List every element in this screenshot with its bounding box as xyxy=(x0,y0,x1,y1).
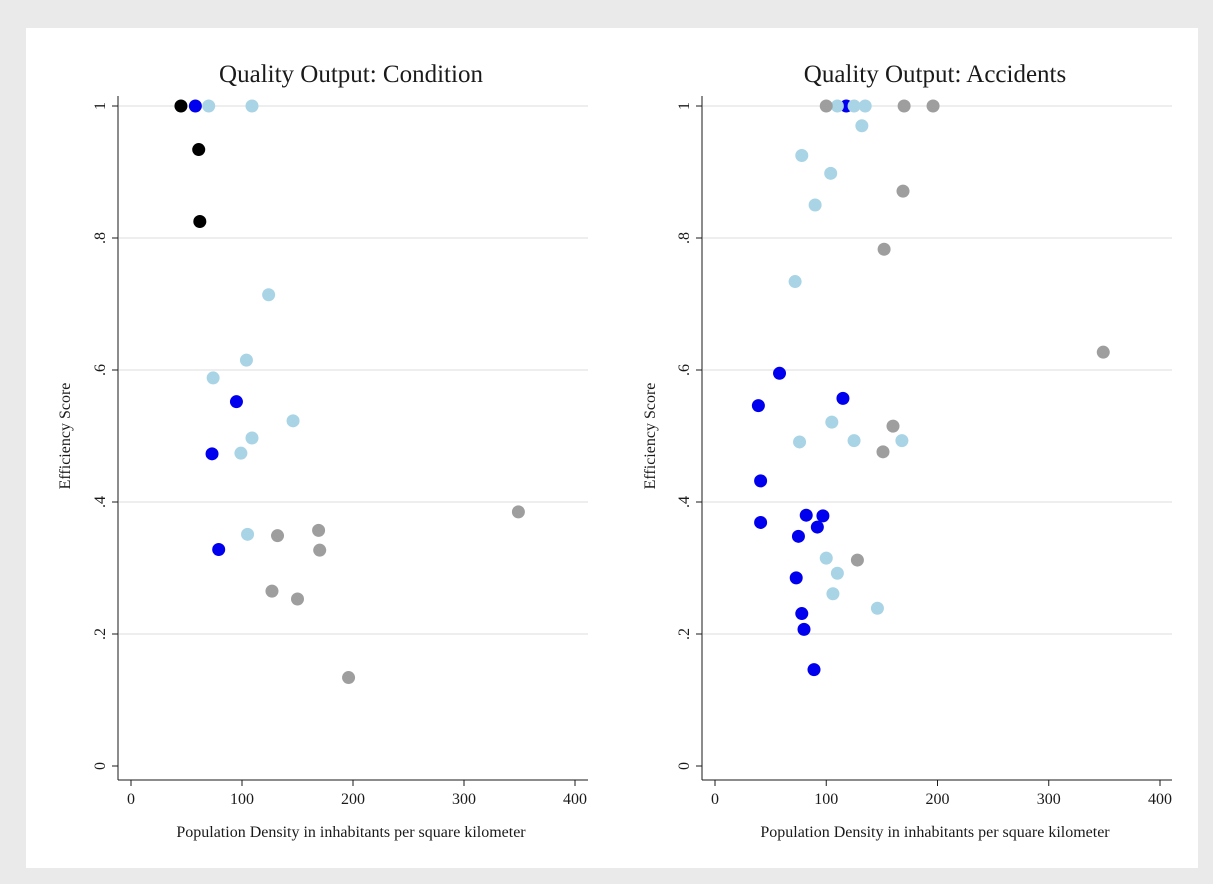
panel1-x-tick-label: 300 xyxy=(452,791,476,808)
panel2-series1-point xyxy=(754,515,768,529)
panel1-series3-point xyxy=(241,527,255,541)
panel2-series2-point xyxy=(870,601,884,615)
panel1-y-tick-label: .8 xyxy=(92,232,109,244)
panel2-series1-point xyxy=(791,529,805,543)
panel2-series1-point xyxy=(773,366,787,380)
panel2-series2-point xyxy=(895,434,909,448)
panel1-series3-point xyxy=(202,99,216,113)
panel2-series2-point xyxy=(825,415,839,429)
panel2-series2-point xyxy=(793,435,807,449)
panel2-y-tick-label: .6 xyxy=(676,364,693,376)
panel1-series1-point xyxy=(192,143,206,157)
panel2-series3-point xyxy=(926,99,940,113)
panel1-series3-point xyxy=(262,288,276,302)
panel2-series2-point xyxy=(808,198,822,212)
panel2-series2-point xyxy=(795,149,809,162)
panel2-series1-point xyxy=(807,663,821,677)
panel2-series2-point xyxy=(830,99,844,113)
panel1-series3-point xyxy=(239,353,253,367)
panel2-series2-point xyxy=(830,566,844,580)
panel1-series2-point xyxy=(229,395,243,409)
panel1-series1-point xyxy=(174,99,188,113)
panel1-x-tick-label: 400 xyxy=(563,791,587,808)
panel1-y-tick-label: .4 xyxy=(92,496,109,508)
panel2-series1-point xyxy=(751,399,765,413)
panel1-series3-point xyxy=(245,99,259,113)
panel2-x-tick-label: 200 xyxy=(926,791,950,808)
panel2-series1-point xyxy=(795,607,809,621)
panel2-series2-point xyxy=(855,119,869,133)
panel1-series4-point xyxy=(342,671,356,685)
panel2-y-tick-label: 1 xyxy=(676,102,693,110)
panel1-series4-point xyxy=(511,505,525,519)
panel1-series2-point xyxy=(188,99,202,113)
panel2-series1-point xyxy=(816,509,830,523)
panel1-series4-point xyxy=(312,523,326,537)
panel2-series3-point xyxy=(877,242,891,256)
panel2-series2-point xyxy=(847,99,861,113)
panel1-series2-point xyxy=(212,543,226,557)
panel2-series3-point xyxy=(896,184,910,198)
panel2-series2-point xyxy=(824,166,838,180)
panel1-series4-point xyxy=(271,529,285,543)
panel2-series1-point xyxy=(754,474,768,488)
panel1-series4-point xyxy=(291,592,304,606)
panel2-series2-point xyxy=(826,587,840,601)
panel1-y-tick-label: 1 xyxy=(92,102,109,110)
panel2-x-axis-label: Population Density in inhabitants per sq… xyxy=(760,824,1110,841)
panel2-x-tick-label: 400 xyxy=(1148,791,1172,808)
panel2-title: Quality Output: Accidents xyxy=(804,61,1066,88)
panel2-y-tick-label: .4 xyxy=(676,496,693,508)
panel2-y-tick-label: 0 xyxy=(676,762,693,770)
panel2-y-axis-label: Efficiency Score xyxy=(642,383,659,490)
panel2-series2-point xyxy=(858,99,872,113)
panel2-series3-point xyxy=(850,553,864,567)
panel1-x-tick-label: 0 xyxy=(127,791,135,808)
panel2-series3-point xyxy=(886,419,900,433)
panel1-series4-point xyxy=(265,584,279,598)
panel1-y-tick-label: .6 xyxy=(92,364,109,376)
chart-frame xyxy=(26,28,1198,868)
panel2-x-tick-label: 0 xyxy=(711,791,719,808)
panel2-series3-point xyxy=(819,99,833,113)
panel1-title: Quality Output: Condition xyxy=(219,61,483,88)
panel1-x-tick-label: 200 xyxy=(341,791,365,808)
panel1-y-tick-label: 0 xyxy=(92,762,109,770)
panel2-series3-point xyxy=(876,445,890,459)
panel1-series3-point xyxy=(206,371,220,385)
panel1-y-tick-label: .2 xyxy=(92,628,109,640)
panel2-series2-point xyxy=(788,275,802,289)
panel1-series3-point xyxy=(234,446,248,460)
panel2-x-tick-label: 100 xyxy=(814,791,838,808)
panel2-series2-point xyxy=(819,551,833,565)
panel2-series3-point xyxy=(897,99,911,113)
panel2-y-tick-label: .8 xyxy=(676,232,693,244)
panel1-x-axis-label: Population Density in inhabitants per sq… xyxy=(176,824,526,841)
panel1-series4-point xyxy=(313,543,327,557)
panel2-series1-point xyxy=(810,520,824,534)
panel1-y-axis-label: Efficiency Score xyxy=(57,383,74,490)
panel2-series1-point xyxy=(797,622,811,636)
panel1-series1-point xyxy=(193,215,207,228)
panel1-series3-point xyxy=(245,431,259,445)
panel2-y-tick-label: .2 xyxy=(676,628,693,640)
panel2-x-tick-label: 300 xyxy=(1037,791,1061,808)
panel1-series3-point xyxy=(286,414,300,428)
panel1-series2-point xyxy=(205,447,219,461)
panel2-series1-point xyxy=(836,391,850,405)
panel1-x-tick-label: 100 xyxy=(230,791,254,808)
panel2-series2-point xyxy=(847,434,861,448)
panel2-series1-point xyxy=(799,508,813,522)
panel2-series3-point xyxy=(1096,345,1110,359)
panel2-series1-point xyxy=(789,571,803,585)
